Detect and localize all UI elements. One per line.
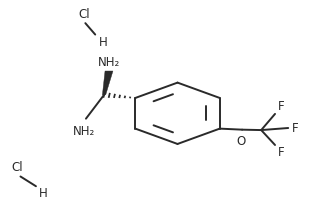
Text: NH₂: NH₂ — [98, 56, 120, 69]
Text: Cl: Cl — [78, 8, 90, 21]
Text: NH₂: NH₂ — [73, 125, 95, 138]
Text: F: F — [292, 122, 299, 134]
Text: F: F — [278, 100, 284, 113]
Polygon shape — [102, 71, 113, 95]
Text: F: F — [278, 146, 284, 159]
Text: H: H — [39, 187, 48, 200]
Text: Cl: Cl — [11, 161, 23, 174]
Text: O: O — [237, 135, 246, 148]
Text: H: H — [99, 35, 107, 49]
